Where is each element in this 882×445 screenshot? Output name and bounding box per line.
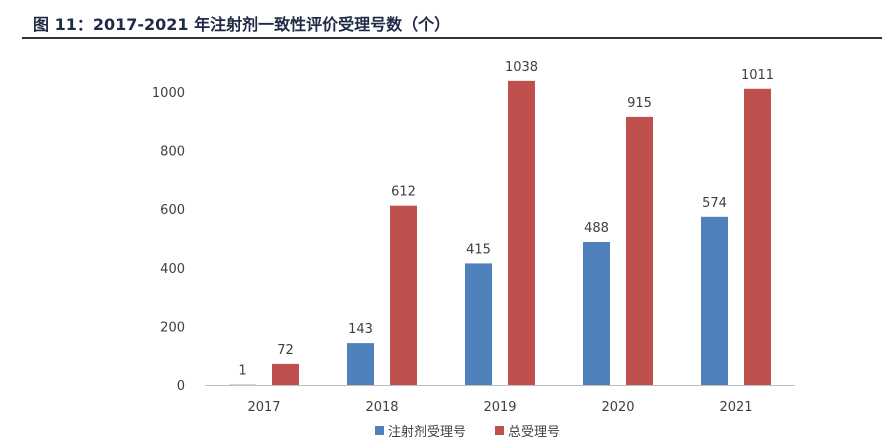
x-tick-label: 2017 xyxy=(247,400,280,415)
data-label: 143 xyxy=(348,322,373,337)
bar xyxy=(626,116,653,385)
legend: 注射剂受理号 总受理号 xyxy=(375,424,560,440)
data-label: 1 xyxy=(238,364,246,379)
bar xyxy=(390,205,417,385)
y-tick-label: 1000 xyxy=(152,86,185,101)
y-tick-label: 200 xyxy=(160,320,185,335)
figure-header: 图 11：2017-2021 年注射剂一致性评价受理号数（个） xyxy=(22,6,882,39)
x-tick-label: 2020 xyxy=(601,400,634,415)
x-tick-label: 2018 xyxy=(365,400,398,415)
data-label: 915 xyxy=(627,96,652,111)
legend-swatch xyxy=(495,426,504,435)
data-label: 612 xyxy=(391,185,416,200)
data-label: 415 xyxy=(466,242,491,257)
data-label: 1011 xyxy=(741,68,774,83)
x-tick-label: 2021 xyxy=(719,400,752,415)
bar xyxy=(272,363,299,385)
y-tick-label: 400 xyxy=(160,262,185,277)
title-underline xyxy=(22,37,882,39)
bars: 1 143 415 488 574 72 612 1038 915 1011 xyxy=(229,60,774,385)
bar xyxy=(508,80,535,385)
data-label: 72 xyxy=(277,343,294,358)
legend-swatch xyxy=(375,426,384,435)
y-tick-label: 800 xyxy=(160,145,185,160)
data-label: 488 xyxy=(584,221,609,236)
bar xyxy=(465,263,492,385)
data-label: 1038 xyxy=(505,60,538,75)
figure-title: 图 11：2017-2021 年注射剂一致性评价受理号数（个） xyxy=(33,15,451,34)
y-tick-label: 600 xyxy=(160,203,185,218)
bar xyxy=(701,216,728,385)
x-tick-label: 2019 xyxy=(483,400,516,415)
x-axis-ticks: 2017 2018 2019 2020 2021 xyxy=(247,400,752,415)
data-label: 574 xyxy=(702,196,727,211)
legend-label: 注射剂受理号 xyxy=(388,424,466,440)
bar xyxy=(744,88,771,385)
y-tick-label: 0 xyxy=(177,379,185,394)
bar xyxy=(583,242,610,385)
y-axis-ticks: 0 200 400 600 800 1000 xyxy=(152,86,185,394)
bar xyxy=(347,343,374,385)
legend-label: 总受理号 xyxy=(508,425,560,440)
